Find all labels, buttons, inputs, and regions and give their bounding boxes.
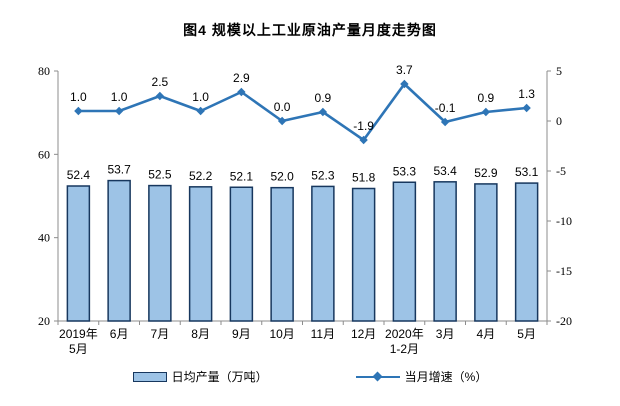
right-axis-tick-label: -5 [556, 164, 566, 178]
bar-value-label: 53.4 [433, 164, 457, 178]
line-marker [318, 107, 328, 117]
left-axis-tick-label: 40 [38, 231, 50, 245]
line-marker [277, 116, 287, 126]
x-axis-category-label: 10月 [269, 327, 294, 341]
x-axis-category-label: 6月 [110, 327, 129, 341]
right-axis-tick-label: 0 [556, 114, 562, 128]
chart-canvas: 80 60 40 20 5 0 -5 -10 -15 -20 52.4 53.7 52.5 52.2 52.… [38, 63, 572, 356]
growth-line [77, 82, 528, 142]
bar [514, 182, 539, 322]
line-value-label: -1.9 [353, 119, 374, 133]
x-axis-category-label: 5月 [69, 342, 88, 356]
bar [148, 184, 172, 322]
bar [392, 181, 417, 322]
bar [311, 185, 335, 322]
bar-value-label: 52.1 [230, 169, 254, 183]
bar [66, 185, 91, 322]
bar-value-label: 52.4 [67, 168, 91, 182]
line-value-label: 2.9 [233, 71, 250, 85]
bar-value-label: 53.1 [515, 165, 539, 179]
line-marker [522, 103, 531, 113]
bar-value-label: 52.5 [148, 168, 172, 182]
line-value-label: 0.9 [315, 91, 332, 105]
x-axis-category-label: 3月 [436, 327, 455, 341]
line-marker [74, 106, 83, 116]
x-axis-category-label: 2019年 [59, 327, 98, 341]
bar-value-label: 52.2 [189, 169, 213, 183]
x-axis-category-label: 2020年 [385, 327, 424, 341]
bar-value-label: 53.3 [393, 164, 417, 178]
x-axis-category-label: 4月 [477, 327, 496, 341]
bar [474, 183, 498, 322]
legend-item-bar-series: 日均产量（万吨） [132, 368, 268, 385]
x-axis-category-label: 9月 [232, 327, 251, 341]
line-value-label: 1.0 [70, 90, 87, 104]
line-value-label: 0.9 [478, 91, 495, 105]
line-marker [114, 106, 124, 116]
legend-item-line-series: 当月增速（%） [355, 368, 488, 385]
bar-value-label: 52.3 [311, 168, 335, 182]
bar [351, 187, 376, 322]
bar [229, 186, 254, 322]
line-value-label: 1.0 [192, 90, 209, 104]
line-value-label: 2.5 [152, 75, 169, 89]
bar-value-label: 52.9 [474, 166, 498, 180]
line-marker [400, 79, 409, 89]
line-value-label: 0.0 [274, 100, 291, 114]
x-axis-category-label: 8月 [191, 327, 210, 341]
legend-bar-series-label: 日均产量（万吨） [171, 370, 268, 384]
bar-value-label: 52.0 [270, 170, 294, 184]
x-axis-category-label: 1-2月 [390, 342, 419, 356]
bar-series-swatch-icon [132, 371, 167, 382]
right-axis-tick-label: -10 [556, 214, 572, 228]
line-marker [440, 117, 450, 127]
right-axis-tick-label: -20 [556, 314, 572, 328]
bar-value-label: 51.8 [352, 171, 376, 185]
chart-area: 80 60 40 20 5 0 -5 -10 -15 -20 52.4 53.7 52.5 52.2 52.… [0, 50, 620, 366]
bar [270, 186, 294, 322]
bar [107, 179, 131, 322]
line-marker [481, 107, 491, 117]
line-value-label: 3.7 [396, 63, 413, 77]
left-axis-tick-label: 60 [38, 147, 50, 161]
left-axis-tick-label: 20 [38, 314, 50, 328]
x-axis-category-label: 5月 [517, 327, 536, 341]
right-axis-tick-label: -15 [556, 264, 572, 278]
legend-line-series-label: 当月增速（%） [404, 370, 488, 384]
right-axis-tick-label: 5 [556, 64, 562, 78]
line-marker [196, 106, 205, 116]
x-axis-category-label: 11月 [311, 327, 335, 341]
legend: 日均产量（万吨） 当月增速（%） [0, 368, 620, 385]
line-marker [155, 91, 165, 101]
x-axis-category-label: 12月 [351, 327, 376, 341]
bar [433, 181, 457, 322]
left-axis-tick-label: 80 [38, 64, 50, 78]
bar-value-label: 53.7 [107, 163, 131, 177]
line-value-label: -0.1 [435, 101, 456, 115]
line-value-label: 1.3 [518, 87, 535, 101]
chart-title: 图4 规模以上工业原油产量月度走势图 [183, 22, 437, 38]
line-marker [237, 87, 246, 97]
line-series-swatch-icon [355, 371, 400, 383]
x-axis-category-label: 7月 [151, 327, 170, 341]
bar [188, 186, 213, 322]
line-value-label: 1.0 [111, 90, 128, 104]
